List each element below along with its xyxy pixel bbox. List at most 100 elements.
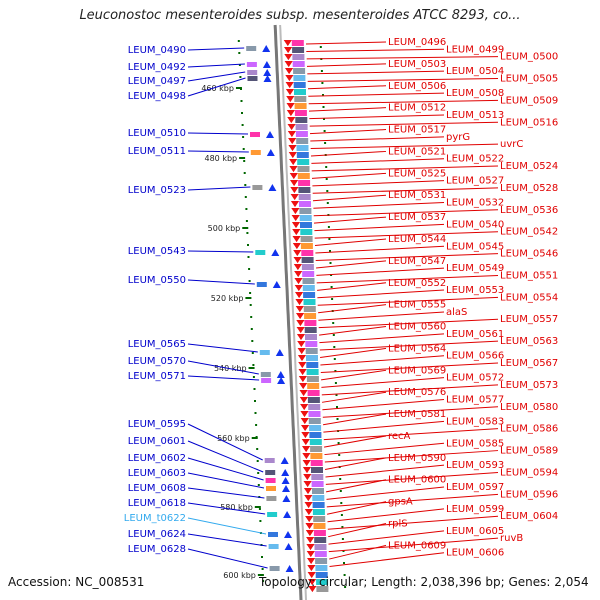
right-gene-label[interactable]: LEUM_0609 (388, 540, 446, 551)
gene-arrow[interactable] (300, 404, 309, 410)
gene-arrow[interactable] (301, 432, 310, 438)
right-gene-label[interactable]: pyrG (446, 132, 470, 143)
right-gene-label[interactable]: uvrC (500, 139, 523, 150)
right-gene-label[interactable]: LEUM_0597 (446, 482, 504, 493)
gene-feature-block[interactable] (300, 236, 313, 242)
gene-arrow[interactable] (305, 530, 314, 536)
gene-feature-block[interactable] (315, 572, 328, 578)
right-gene-label[interactable]: LEUM_0528 (500, 183, 558, 194)
gene-feature-block[interactable] (306, 362, 319, 368)
gene-feature-block[interactable] (264, 458, 275, 463)
gene-feature-block[interactable] (294, 103, 307, 109)
gene-arrow[interactable] (308, 579, 317, 585)
gene-feature-block[interactable] (294, 89, 306, 95)
right-gene-label[interactable]: LEUM_0503 (388, 59, 446, 70)
gene-feature-block[interactable] (305, 348, 318, 354)
gene-feature-block[interactable] (305, 334, 317, 340)
gene-feature-block[interactable] (259, 350, 270, 355)
right-gene-label[interactable]: LEUM_0496 (388, 37, 446, 48)
gene-arrow[interactable] (304, 488, 312, 494)
right-gene-label[interactable]: LEUM_0546 (500, 249, 558, 260)
gene-arrow[interactable] (290, 194, 299, 200)
gene-arrow[interactable] (306, 537, 315, 543)
gene-feature-block[interactable] (250, 150, 261, 155)
gene-arrow[interactable] (299, 397, 308, 403)
gene-feature-block[interactable] (310, 453, 323, 459)
gene-arrow[interactable] (290, 180, 299, 186)
right-gene-label[interactable]: LEUM_0566 (446, 351, 504, 362)
right-gene-label[interactable]: LEUM_0560 (388, 322, 446, 333)
right-gene-label[interactable]: LEUM_0521 (388, 146, 446, 157)
gene-feature-block[interactable] (309, 432, 322, 438)
gene-feature-block[interactable] (313, 523, 326, 529)
gene-arrow[interactable] (292, 243, 301, 249)
gene-feature-block[interactable] (305, 341, 318, 347)
gene-feature-block[interactable] (268, 544, 279, 549)
gene-feature-block[interactable] (307, 390, 320, 396)
gene-feature-block[interactable] (300, 229, 313, 235)
right-gene-label[interactable]: LEUM_0500 (500, 52, 558, 63)
right-gene-label[interactable]: LEUM_0505 (500, 73, 558, 84)
gene-arrow[interactable] (294, 271, 303, 277)
gene-feature-block[interactable] (309, 425, 322, 431)
gene-feature-block[interactable] (311, 481, 324, 487)
gene-arrow[interactable] (302, 446, 311, 452)
right-gene-label[interactable]: LEUM_0599 (446, 504, 504, 515)
gene-feature-block[interactable] (252, 185, 263, 190)
gene-feature-block[interactable] (246, 46, 257, 51)
left-gene-label[interactable]: LEUM_0492 (128, 62, 186, 73)
gene-feature-block[interactable] (296, 145, 309, 151)
gene-arrow[interactable] (308, 586, 317, 592)
right-gene-label[interactable]: LEUM_0509 (500, 95, 558, 106)
left-gene-label[interactable]: LEUM_0602 (128, 453, 186, 464)
right-gene-label[interactable]: LEUM_0527 (446, 176, 504, 187)
gene-arrow[interactable] (277, 377, 286, 384)
gene-arrow[interactable] (307, 558, 316, 564)
gene-arrow[interactable] (282, 495, 291, 502)
right-gene-label[interactable]: rplS (388, 519, 408, 530)
right-gene-label[interactable]: LEUM_0605 (446, 526, 504, 537)
gene-arrow[interactable] (306, 544, 315, 550)
gene-feature-block[interactable] (247, 70, 258, 75)
gene-feature-block[interactable] (315, 565, 328, 571)
gene-arrow[interactable] (263, 69, 272, 76)
gene-arrow[interactable] (287, 131, 296, 137)
gene-arrow[interactable] (276, 371, 285, 378)
right-gene-label[interactable]: LEUM_0522 (446, 154, 504, 165)
gene-arrow[interactable] (289, 159, 298, 165)
right-gene-label[interactable]: LEUM_0596 (500, 489, 558, 500)
gene-feature-block[interactable] (316, 579, 329, 585)
right-gene-label[interactable]: LEUM_0572 (446, 373, 504, 384)
right-gene-label[interactable]: LEUM_0561 (446, 329, 504, 340)
gene-arrow[interactable] (297, 348, 306, 354)
gene-arrow[interactable] (286, 110, 295, 116)
gene-arrow[interactable] (301, 439, 310, 445)
gene-feature-block[interactable] (308, 411, 321, 417)
gene-feature-block[interactable] (311, 467, 323, 473)
gene-feature-block[interactable] (302, 271, 315, 277)
gene-feature-block[interactable] (296, 138, 309, 144)
gene-arrow[interactable] (305, 516, 314, 522)
gene-arrow[interactable] (288, 138, 297, 144)
gene-feature-block[interactable] (303, 299, 316, 305)
right-gene-label[interactable]: LEUM_0594 (500, 467, 558, 478)
right-gene-label[interactable]: LEUM_0508 (446, 88, 504, 99)
gene-arrow[interactable] (303, 474, 312, 480)
gene-feature-block[interactable] (265, 478, 276, 483)
gene-feature-block[interactable] (315, 558, 328, 564)
gene-arrow[interactable] (286, 96, 295, 102)
gene-feature-block[interactable] (308, 404, 321, 410)
gene-arrow[interactable] (281, 477, 290, 484)
gene-arrow[interactable] (285, 565, 294, 572)
gene-feature-block[interactable] (306, 369, 319, 375)
gene-arrow[interactable] (285, 82, 294, 88)
left-gene-label[interactable]: LEUM_0570 (128, 356, 186, 367)
gene-arrow[interactable] (299, 383, 308, 389)
left-gene-label[interactable]: LEUM_0571 (128, 371, 186, 382)
gene-feature-block[interactable] (297, 173, 310, 179)
left-gene-label[interactable]: LEUM_0511 (128, 146, 186, 157)
gene-feature-block[interactable] (292, 61, 305, 67)
right-gene-label[interactable]: LEUM_0569 (388, 365, 446, 376)
gene-arrow[interactable] (272, 281, 281, 288)
